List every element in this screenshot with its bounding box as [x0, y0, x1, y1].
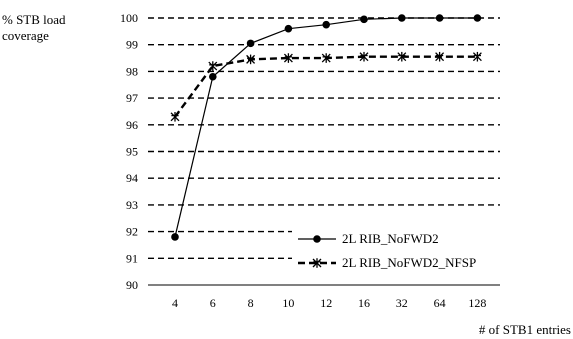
y-axis-ticks: 90 91 92 93 94 95 96 97 98 99 100 [120, 11, 138, 292]
y-tick-label: 96 [126, 118, 138, 132]
series-2-point [321, 53, 331, 63]
y-tick-label: 95 [126, 145, 138, 159]
series-line-1 [174, 17, 478, 238]
y-tick-label: 93 [126, 198, 138, 212]
legend-label-series-2: 2L RIB_NoFWD2_NFSP [342, 255, 476, 270]
y-tick-label: 100 [120, 11, 138, 25]
series-1-point [284, 24, 293, 33]
series-2-point [283, 53, 293, 63]
y-axis-label-line-1: % STB load [2, 12, 66, 27]
y-tick-label: 99 [126, 38, 138, 52]
x-tick-label: 8 [248, 296, 254, 310]
series-1-point [360, 15, 368, 24]
y-tick-label: 98 [126, 64, 138, 78]
series-1-point [473, 14, 482, 22]
series-2-point [397, 51, 407, 62]
y-tick-label: 92 [126, 225, 138, 239]
series-2-point [170, 111, 180, 122]
x-axis-ticks: 4 6 8 10 12 16 32 64 128 [172, 296, 486, 310]
y-tick-label: 90 [126, 278, 138, 292]
series-2-point [208, 61, 218, 71]
series-1-point [171, 233, 179, 241]
legend: 2L RIB_NoFWD2 2L RIB_NoFWD2_NFSP [298, 231, 476, 270]
legend-star-glyph [312, 258, 322, 268]
y-axis-label-line-2: coverage [2, 28, 49, 43]
y-tick-label: 91 [126, 251, 138, 265]
x-tick-label: 10 [282, 296, 294, 310]
series-1-point [246, 39, 255, 48]
x-tick-label: 16 [358, 296, 370, 310]
series-1-point [435, 14, 444, 22]
series-1-point [322, 20, 331, 29]
x-tick-label: 12 [320, 296, 332, 310]
y-tick-label: 97 [126, 91, 138, 105]
series-layer [170, 14, 482, 241]
series-1-point [398, 14, 406, 22]
x-tick-label: 6 [210, 296, 216, 310]
x-axis-label: # of STB1 entries [479, 322, 571, 337]
y-tick-label: 94 [126, 171, 138, 185]
series-2-point [359, 51, 369, 62]
grid-lines [148, 17, 500, 259]
series-2-point [472, 51, 482, 62]
x-tick-label: 32 [396, 296, 408, 310]
legend-label-series-1: 2L RIB_NoFWD2 [342, 231, 439, 246]
legend-marker-series-1 [313, 235, 321, 243]
x-tick-label: 64 [434, 296, 446, 310]
series-line-2 [174, 55, 478, 118]
legend-marker-series-2 [312, 258, 322, 268]
x-tick-label: 128 [468, 296, 486, 310]
series-2-point [435, 51, 445, 62]
series-1-point [209, 72, 217, 81]
legend-box [292, 224, 506, 274]
series-2-point [246, 54, 256, 65]
x-tick-label: 4 [172, 296, 178, 310]
